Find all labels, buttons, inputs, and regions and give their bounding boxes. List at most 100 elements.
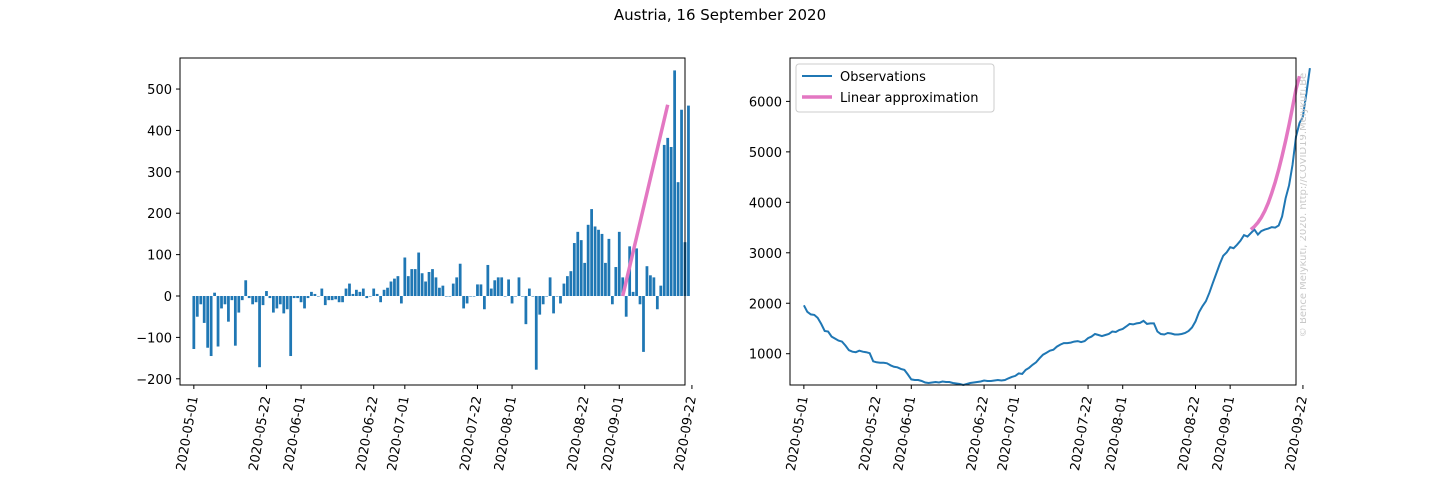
left-bar <box>642 296 645 352</box>
right-xtick-label: 2020-07-01 <box>995 395 1023 472</box>
left-xtick-label: 2020-07-01 <box>385 395 413 472</box>
left-bar <box>673 70 677 297</box>
watermark-text: © Bence Melykuti, 2020. http://COVID19.M… <box>1300 73 1309 337</box>
left-bar <box>635 248 638 297</box>
left-bar <box>458 263 462 297</box>
left-bar <box>389 281 393 297</box>
left-bar <box>358 291 362 297</box>
left-bar <box>617 231 621 297</box>
left-bar <box>521 296 524 297</box>
left-bar <box>399 296 403 304</box>
left-bar <box>258 296 261 368</box>
left-bar <box>444 296 448 297</box>
left-bar <box>323 296 327 306</box>
left-bar <box>244 280 248 297</box>
left-ytick-label: 300 <box>147 166 172 181</box>
left-bar <box>610 296 614 305</box>
left-bar <box>382 289 386 297</box>
left-bar <box>216 296 220 347</box>
right-xtick-label: 2020-09-01 <box>1210 395 1238 472</box>
right-chart-observations: 1000 2000 3000 4000 5000 6000 2020-05-01 2020-0… <box>749 57 1311 472</box>
left-ytick-label: 200 <box>147 207 172 222</box>
left-bar <box>614 267 618 297</box>
left-axes-frame <box>179 57 686 386</box>
left-bar <box>448 296 452 297</box>
left-bar <box>306 296 310 299</box>
left-bar <box>406 276 410 297</box>
left-bar <box>272 296 275 313</box>
left-bar <box>230 296 234 301</box>
legend-box <box>795 63 995 113</box>
left-bar <box>676 182 680 297</box>
left-bar <box>500 277 504 297</box>
left-bar <box>586 224 590 297</box>
left-bar <box>334 296 338 300</box>
left-bar <box>282 296 286 314</box>
right-xtick-label: 2020-06-22 <box>964 395 992 472</box>
right-xtick-label: 2020-05-22 <box>857 395 885 472</box>
left-ytick-label: 500 <box>147 83 172 98</box>
legend-linear-label: Linear approximation <box>840 91 978 106</box>
left-bar <box>569 271 573 297</box>
right-ytick-label: 3000 <box>749 247 782 262</box>
left-bar <box>597 229 600 297</box>
left-bar <box>344 288 348 297</box>
left-xtick-label: 2020-08-01 <box>492 395 520 472</box>
left-bar <box>652 277 656 297</box>
left-bar <box>424 281 427 297</box>
left-bar <box>479 284 483 297</box>
left-bar <box>469 296 472 297</box>
left-bar <box>195 296 199 317</box>
left-bar <box>268 296 272 299</box>
left-bar <box>541 296 545 305</box>
left-bar <box>604 262 607 297</box>
left-bar <box>351 293 355 297</box>
left-bar <box>299 296 303 303</box>
left-bar <box>341 296 344 303</box>
left-bar <box>365 296 369 299</box>
left-bar <box>330 296 334 301</box>
left-bar <box>659 285 663 297</box>
left-bar <box>455 277 459 297</box>
left-bar <box>534 296 538 370</box>
right-ytick-label: 5000 <box>749 146 782 161</box>
left-bar <box>220 296 223 309</box>
legend-observations-label: Observations <box>840 70 926 85</box>
left-bar <box>310 291 313 297</box>
left-bar <box>285 296 289 310</box>
left-bar <box>206 296 210 348</box>
left-bar <box>507 279 510 297</box>
left-xtick-label: 2020-05-01 <box>174 395 202 472</box>
right-plot-area: 1000 2000 3000 4000 5000 6000 2020-05-01 2020-0… <box>749 57 1311 472</box>
left-xtick-label: 2020-09-22 <box>672 395 700 472</box>
left-bar <box>289 296 293 357</box>
left-xtick-label: 2020-06-01 <box>281 395 309 472</box>
left-bar <box>296 296 299 299</box>
left-bar <box>355 289 358 297</box>
left-bar <box>593 226 597 297</box>
left-plot-area: −200 −100 0 100 200 300 400 500 2020-05-01 2020-0… <box>136 57 700 472</box>
left-bar <box>410 269 414 297</box>
left-bar <box>496 277 500 297</box>
left-bar <box>199 296 203 305</box>
left-bar <box>514 296 517 297</box>
left-bar <box>489 288 493 297</box>
left-bar <box>375 293 379 297</box>
left-bar <box>472 296 476 297</box>
left-bar <box>531 296 535 297</box>
left-bar <box>517 277 521 297</box>
left-bar <box>372 288 376 297</box>
left-bar <box>483 296 486 310</box>
left-ytick-label: −200 <box>136 373 172 388</box>
right-observations-line <box>803 67 1311 387</box>
right-xtick-label: 2020-08-01 <box>1103 395 1131 472</box>
right-ytick-label: 1000 <box>749 348 782 363</box>
right-linear-approximation-line <box>1249 75 1302 231</box>
left-ytick-label: 0 <box>164 290 172 305</box>
left-bar <box>316 296 320 297</box>
figure-title: Austria, 16 September 2020 <box>613 6 827 24</box>
left-linear-approximation-line <box>621 104 670 297</box>
left-bar <box>320 288 324 297</box>
left-bar <box>379 296 382 303</box>
